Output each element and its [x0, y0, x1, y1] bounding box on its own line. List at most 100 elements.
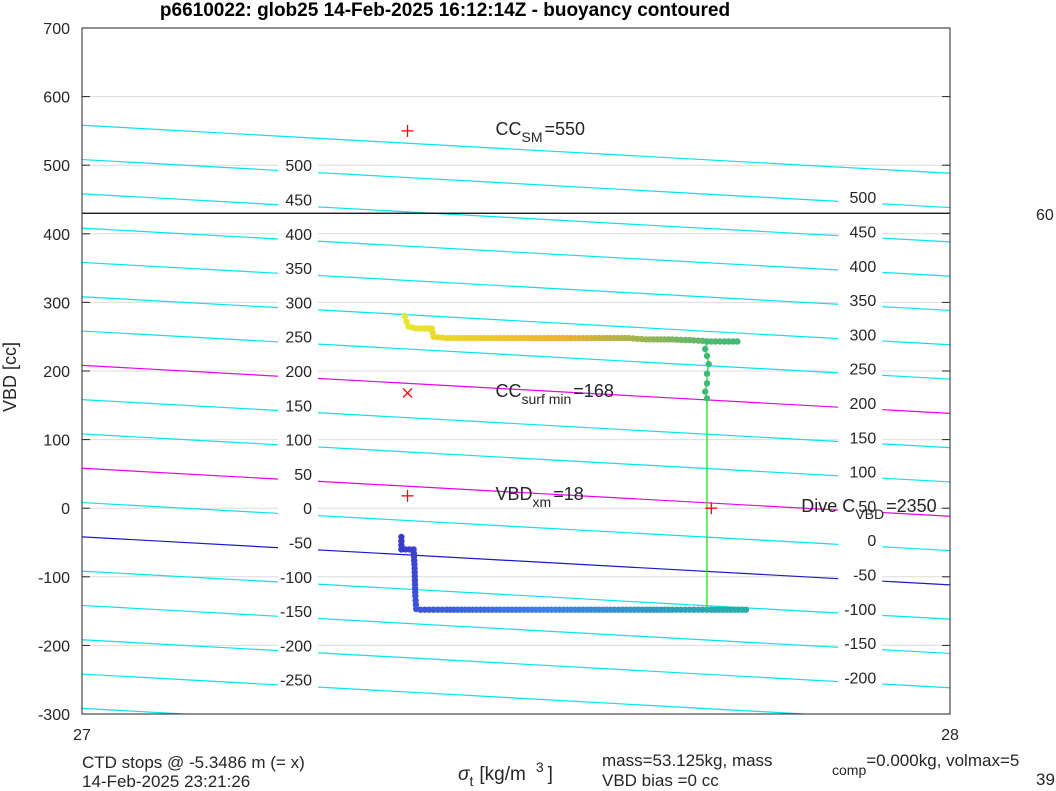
upper-series-point — [721, 338, 728, 345]
upper-series-point — [401, 312, 409, 320]
y-tick-label: -100 — [38, 570, 70, 587]
contour-line — [82, 124, 950, 174]
contour-label-left: -50 — [289, 536, 312, 553]
contour-label-left: -200 — [280, 638, 312, 655]
ctd-stops-text: CTD stops @ -5.3486 m (= x) — [82, 753, 305, 772]
contour-line — [82, 227, 950, 277]
contour-line — [82, 261, 950, 312]
contour-label-left: -250 — [280, 673, 312, 690]
contour-line — [82, 433, 950, 483]
contour-label-right: -50 — [853, 568, 876, 585]
upper-series-descent-point — [703, 352, 711, 360]
contour-label-bg — [278, 670, 319, 690]
marker-label-main: CC — [496, 381, 522, 401]
marker-label-sub: SM — [522, 129, 543, 145]
y-tick-label: 300 — [43, 295, 70, 312]
marker-label-value: =550 — [545, 119, 586, 139]
lower-series-point — [669, 606, 676, 613]
x-axis-label-symbol: σ — [458, 764, 471, 785]
contour-label-right: 450 — [850, 225, 877, 242]
lower-series-point — [677, 606, 685, 613]
contour-label-bg — [838, 325, 883, 345]
contour-label-right: 0 — [867, 533, 876, 550]
contour-label-left: 100 — [285, 433, 312, 450]
contour-line — [82, 639, 950, 689]
upper-series-descent-point — [702, 388, 709, 395]
mass-comp-rest: =0.000kg, volmax=5 — [866, 751, 1020, 770]
vbd-bias-text: VBD bias =0 cc — [602, 771, 719, 790]
upper-series-descent-point — [705, 360, 712, 368]
contour-label-bg — [278, 156, 319, 176]
contour-label-right: 250 — [850, 362, 877, 379]
contour-line — [82, 501, 950, 552]
contour-label-bg — [838, 462, 883, 482]
contour-label-bg — [838, 291, 883, 311]
contour-label-bg — [838, 428, 883, 448]
contour-label-left: 150 — [285, 398, 312, 415]
contour-label-left: 0 — [303, 501, 312, 518]
marker-label-main: CC — [496, 119, 522, 139]
marker-label-value: =18 — [553, 484, 584, 504]
right-edge-text: 60 — [1036, 207, 1054, 224]
contour-label-right: -100 — [844, 602, 876, 619]
y-tick-label: -300 — [38, 707, 70, 724]
contour-label-left: 400 — [285, 227, 312, 244]
marker-label-value: =2350 — [886, 496, 937, 516]
contour-label-bg — [838, 394, 883, 413]
contour-label-bg — [278, 293, 319, 313]
x-tick-label: 28 — [941, 727, 959, 744]
y-tick-label: 100 — [43, 433, 70, 450]
upper-series-descent-point — [703, 380, 711, 387]
lower-series-point — [439, 606, 446, 613]
contour-label-bg — [278, 430, 319, 450]
contour-label-bg — [838, 256, 883, 276]
contour-line — [82, 673, 816, 714]
contour-label-bg — [278, 464, 319, 484]
mass-comp-text: comp=0.000kg, volmax=5 — [832, 751, 1020, 779]
y-tick-label: -200 — [38, 638, 70, 655]
mass-text-main: mass=53.125kg, mass — [602, 751, 773, 770]
contour-label-left: 350 — [285, 261, 312, 278]
contour-label-right: 350 — [850, 293, 877, 310]
contour-line — [82, 570, 950, 620]
upper-series-point — [712, 338, 719, 345]
contour-label-bg — [838, 496, 883, 516]
contour-label-bg — [278, 362, 319, 381]
lower-series-point — [690, 606, 698, 613]
contour-label-bg — [838, 359, 883, 379]
contour-label-left: 250 — [285, 330, 312, 347]
contour-label-left: -150 — [280, 604, 312, 621]
marker-label: Dive CVBD =2350 — [801, 496, 936, 522]
buoyancy-contours — [82, 124, 950, 714]
contour-label-bg — [278, 190, 319, 210]
contour-label-bg — [838, 188, 883, 208]
y-axis-label: VBD [cc] — [0, 342, 20, 412]
contour-label-bg — [278, 567, 319, 587]
marker-label-main: Dive C — [801, 496, 855, 516]
x-axis-ticks: 27 28 — [73, 706, 959, 744]
contour-labels: 500450400350300250200150100500-50-100-15… — [278, 156, 883, 690]
contour-label-bg — [838, 599, 883, 619]
x-axis-label: σt [kg/m 3] — [458, 759, 553, 789]
date-text: 14-Feb-2025 23:21:26 — [82, 772, 251, 791]
contour-label-bg — [278, 259, 319, 279]
contour-label-right: 150 — [850, 430, 877, 447]
contour-label-right: 400 — [850, 259, 877, 276]
marker-x — [402, 387, 413, 398]
contour-label-left: -100 — [280, 570, 312, 587]
upper-series-point — [403, 318, 410, 325]
contour-line — [82, 193, 950, 243]
y-tick-label: 600 — [43, 90, 70, 107]
right-number-text: 39 — [1036, 770, 1055, 789]
marker-label-value: =168 — [573, 381, 614, 401]
upper-series-descent-point — [703, 370, 711, 377]
contour-line — [82, 399, 950, 449]
contour-label-right: 100 — [850, 465, 877, 482]
contour-label-left: 300 — [285, 295, 312, 312]
y-tick-label: 500 — [43, 158, 70, 175]
lower-series-point — [417, 606, 424, 613]
y-tick-label: 400 — [43, 227, 70, 244]
contour-label-left: 500 — [285, 158, 312, 175]
contour-label-right: 50 — [858, 499, 876, 516]
